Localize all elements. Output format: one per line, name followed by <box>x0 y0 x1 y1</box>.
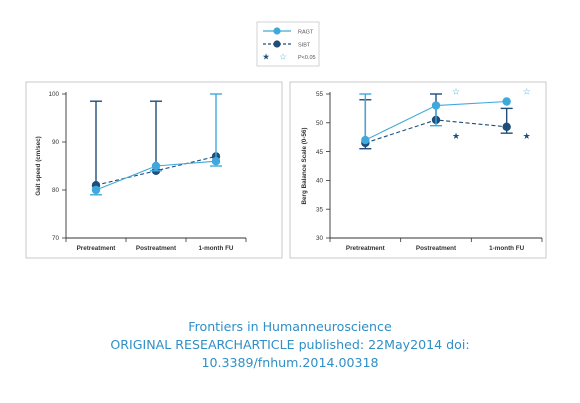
caption-doi: 10.3389/fnhum.2014.00318 <box>201 355 379 370</box>
figure-svg: RAGT SIBT ★ ☆ P<0.05 70 80 90 100 Pretreatment Po… <box>25 21 547 259</box>
gait-speed-chart: 70 80 90 100 Pretreatment Postreatment 1-month… <box>25 81 283 259</box>
significance-star-outline-icon: ☆ <box>452 87 460 97</box>
legend-ragt-marker <box>273 27 281 35</box>
y-axis-title: Gait speed (cm/sec) <box>35 136 42 196</box>
significance-star-filled-icon: ★ <box>523 131 531 141</box>
ragt-data-point <box>211 157 221 166</box>
caption-journal: Frontiers in Humanneuroscience <box>188 319 392 334</box>
y-axis-title: Berg Balance Scale (0-56) <box>301 128 308 205</box>
legend-sibt-marker <box>273 40 281 48</box>
y-tick-label: 45 <box>316 149 324 156</box>
berg-balance-chart: 30 35 40 45 50 55 Pretreatment Postreatment 1-mo… <box>289 81 547 259</box>
y-tick-label: 40 <box>316 178 324 185</box>
y-tick-label: 35 <box>316 206 324 213</box>
x-tick-label: 1-month FU <box>489 245 524 252</box>
y-tick-label: 55 <box>316 91 324 98</box>
legend-ragt-label: RAGT <box>298 30 314 36</box>
ragt-data-point <box>91 185 101 195</box>
x-tick-label: Pretreatment <box>77 245 117 252</box>
legend-sibt-label: SIBT <box>298 43 311 49</box>
legend-star-filled-icon: ★ <box>262 52 270 62</box>
legend-star-outline-icon: ☆ <box>279 52 287 62</box>
ragt-data-point <box>431 101 441 110</box>
figure: RAGT SIBT ★ ☆ P<0.05 70 80 90 100 Pretreatment Po… <box>25 21 547 259</box>
y-tick-label: 70 <box>52 235 60 242</box>
significance-star-outline-icon: ☆ <box>523 87 531 97</box>
sibt-data-point <box>502 122 511 132</box>
y-tick-label: 90 <box>52 139 60 146</box>
y-tick-label: 100 <box>48 91 59 98</box>
x-tick-label: Postreatment <box>136 245 177 252</box>
y-tick-label: 30 <box>316 235 324 242</box>
x-tick-label: 1-month FU <box>199 245 234 252</box>
chart-frame <box>289 81 547 259</box>
caption: Frontiers in Humanneuroscience ORIGINAL … <box>0 318 580 372</box>
caption-article-info: ORIGINAL RESEARCHARTICLE published: 22Ma… <box>110 337 470 352</box>
y-tick-label: 80 <box>52 187 60 194</box>
y-tick-label: 50 <box>316 120 324 127</box>
legend-significance-label: P<0.05 <box>298 55 316 61</box>
x-tick-label: Pretreatment <box>346 245 386 252</box>
ragt-data-point <box>151 161 161 171</box>
x-tick-label: Postreatment <box>416 245 457 252</box>
legend: RAGT SIBT ★ ☆ P<0.05 <box>256 21 320 67</box>
ragt-data-point <box>361 135 370 145</box>
significance-star-filled-icon: ★ <box>452 131 460 141</box>
ragt-data-point <box>502 97 511 106</box>
